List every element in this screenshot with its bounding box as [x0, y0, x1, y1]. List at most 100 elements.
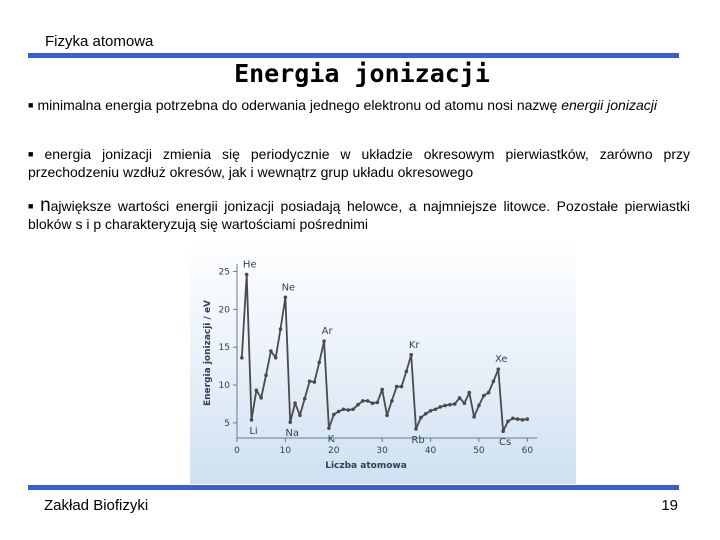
bullet-2-text: energia jonizacji zmienia się periodyczn…	[28, 146, 690, 180]
element-label-k: K	[328, 434, 335, 445]
bullet-3: ■ największe wartości energii jonizacji p…	[28, 197, 690, 233]
element-label-rb: Rb	[411, 435, 424, 446]
bullet-1: ■ minimalna energia potrzebna do oderwani…	[28, 96, 690, 114]
element-label-xe: Xe	[495, 354, 508, 365]
data-point	[341, 407, 346, 412]
element-label-he: He	[243, 260, 257, 271]
data-point	[283, 295, 288, 300]
data-point	[511, 416, 515, 421]
data-point	[506, 419, 510, 424]
data-point	[452, 402, 457, 406]
data-point	[278, 327, 283, 331]
ionization-energy-chart: Energia jonizacji / eV Liczba atomowa 5 1…	[190, 238, 576, 484]
y-tick-label: 25	[219, 268, 230, 278]
x-tick-label: 0	[234, 446, 240, 456]
data-point	[254, 388, 259, 393]
data-point	[404, 369, 409, 374]
data-point	[336, 409, 341, 414]
data-point	[322, 339, 326, 343]
bullet-3-text: ajwiększe wartości energii jonizacji pos…	[28, 198, 690, 232]
data-point	[491, 379, 496, 384]
data-point	[240, 356, 244, 360]
footer-label: Zakład Biofizyki	[44, 497, 149, 514]
data-point	[496, 367, 501, 371]
header-label: Fizyka atomowa	[45, 33, 154, 50]
data-point	[380, 387, 384, 392]
data-point	[472, 415, 476, 419]
y-tick-label: 5	[224, 419, 230, 429]
element-label-kr: Kr	[409, 340, 421, 351]
data-point	[351, 407, 355, 412]
data-point	[302, 396, 307, 401]
element-label-li: Li	[249, 426, 257, 437]
x-tick-label: 50	[473, 446, 485, 456]
data-point	[370, 401, 375, 405]
bullet-1-text: minimalna energia potrzebna do oderwania…	[37, 97, 562, 113]
data-point	[443, 403, 447, 408]
data-point	[365, 399, 370, 403]
data-point	[419, 415, 423, 420]
data-point	[346, 408, 351, 412]
data-point	[327, 426, 331, 430]
data-point	[375, 400, 380, 405]
x-tick-label: 10	[280, 446, 292, 456]
x-tick-label: 40	[425, 446, 437, 456]
data-point	[259, 396, 263, 400]
bullet-2: ■ energia jonizacji zmienia się periodycz…	[28, 145, 690, 181]
data-point	[423, 411, 428, 416]
bullet-1-emphasis: energii jonizacji	[561, 97, 657, 113]
data-point	[244, 272, 249, 277]
data-point	[409, 352, 413, 357]
data-point	[356, 402, 360, 407]
y-axis-label: Energia jonizacji / eV	[203, 300, 213, 406]
data-point	[481, 393, 486, 398]
data-point	[312, 380, 317, 384]
data-point	[331, 412, 336, 417]
element-label-ar: Ar	[322, 326, 334, 337]
y-tick-label: 20	[219, 305, 231, 315]
element-label-cs: Cs	[499, 437, 511, 448]
data-point	[399, 384, 404, 389]
data-point	[293, 401, 297, 405]
data-point	[448, 402, 452, 407]
data-point	[428, 408, 433, 413]
x-tick-label: 20	[328, 446, 340, 456]
bullet-marker: ■	[28, 201, 37, 211]
data-point	[288, 420, 293, 424]
data-point	[385, 413, 389, 418]
element-label-ne: Ne	[282, 282, 296, 293]
data-point	[467, 390, 472, 395]
data-point	[298, 413, 302, 418]
data-point	[462, 401, 467, 405]
data-point	[307, 379, 312, 384]
x-tick-label: 30	[376, 446, 388, 456]
data-point	[477, 403, 481, 408]
data-point	[520, 418, 525, 422]
bullet-marker: ■	[28, 100, 34, 110]
slide-title: Energia jonizacji	[234, 59, 490, 88]
data-point	[273, 356, 278, 360]
data-point	[525, 417, 530, 421]
data-point	[249, 418, 254, 422]
data-point	[515, 417, 520, 421]
data-point	[394, 384, 399, 389]
data-point	[264, 373, 268, 378]
data-point	[361, 399, 365, 403]
header-rule	[28, 53, 679, 58]
data-point	[457, 396, 462, 400]
y-tick-label: 15	[219, 343, 230, 353]
data-point	[317, 360, 322, 365]
data-point	[390, 399, 394, 403]
data-point	[414, 427, 418, 431]
bullet-marker: ■	[28, 149, 41, 159]
page-number: 19	[661, 497, 678, 514]
data-point	[269, 349, 273, 353]
data-point	[433, 407, 438, 412]
x-axis-label: Liczba atomowa	[325, 461, 407, 471]
data-point	[486, 390, 491, 395]
chart-svg: Energia jonizacji / eV Liczba atomowa 5 1…	[203, 260, 537, 471]
x-tick-label: 60	[522, 446, 534, 456]
footer-rule	[28, 485, 679, 490]
data-point	[501, 429, 505, 433]
data-point	[438, 405, 443, 409]
